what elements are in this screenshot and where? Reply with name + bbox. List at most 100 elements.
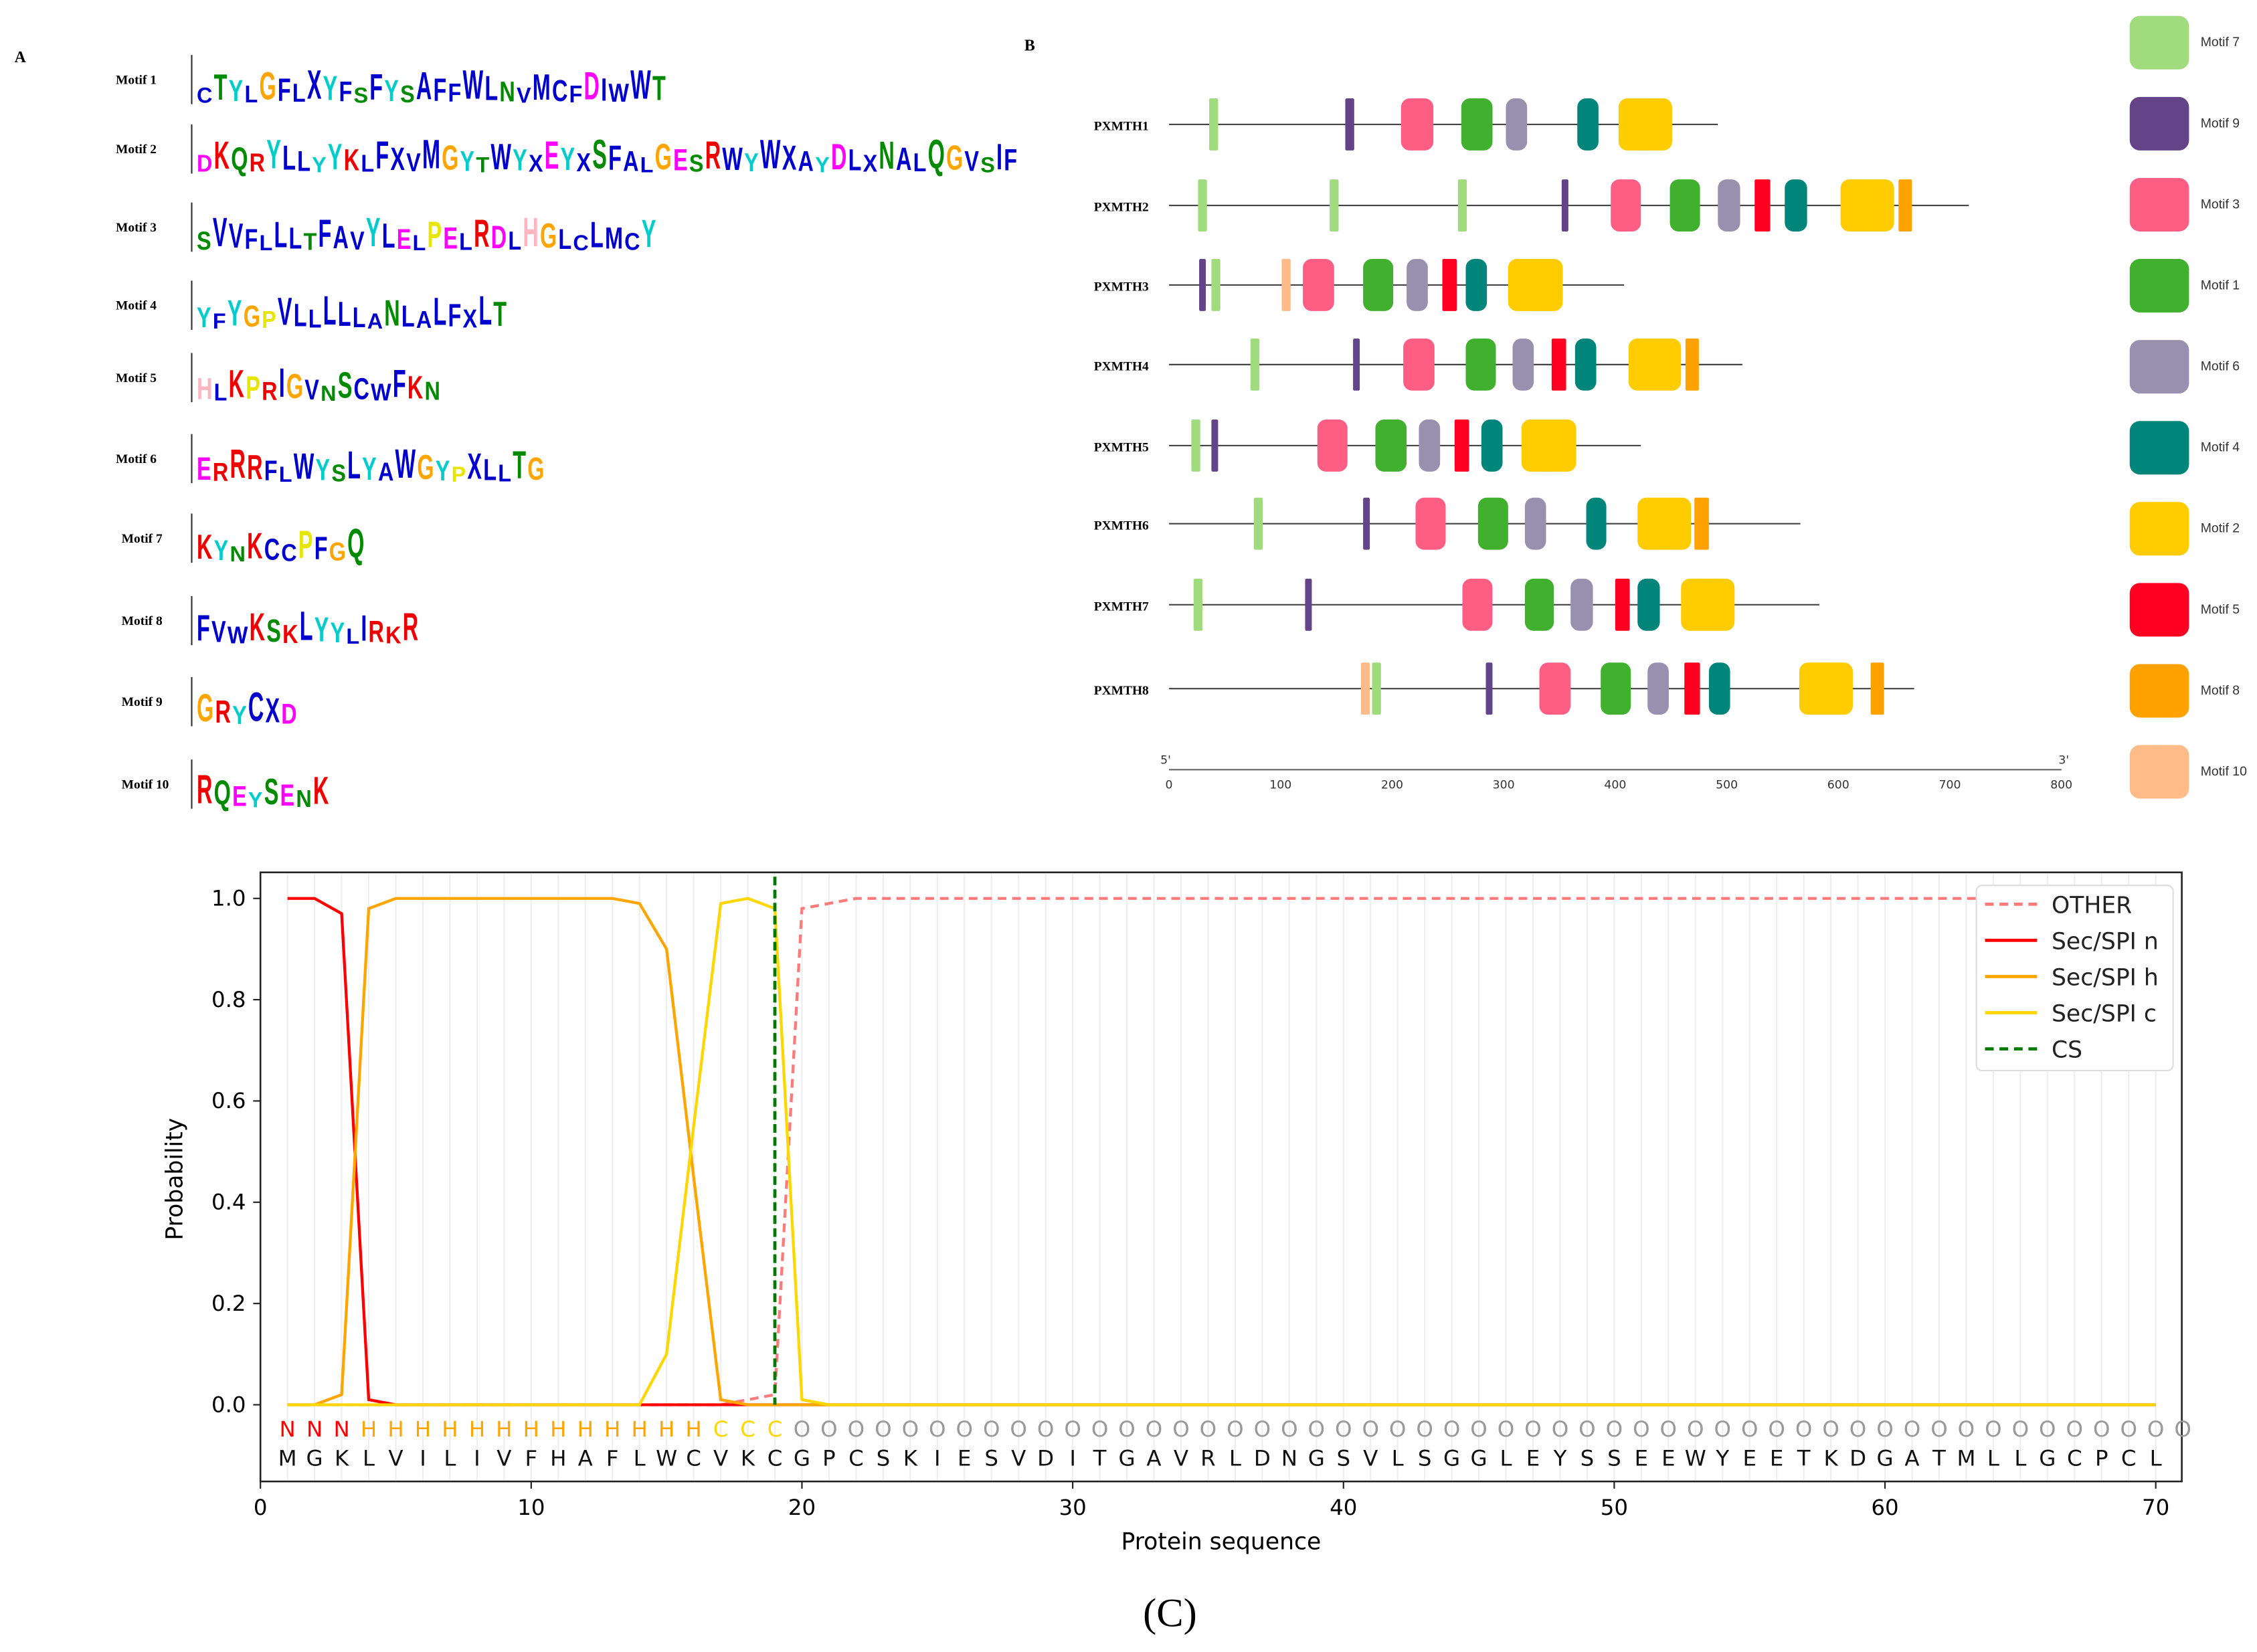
logo-letter: Y: [312, 153, 327, 178]
logo-letter: V: [212, 210, 228, 258]
logo-letter: F: [448, 79, 462, 109]
motif-block: [1407, 259, 1428, 311]
region-label: H: [361, 1416, 377, 1442]
region-label: H: [415, 1416, 431, 1442]
motif-block: [1442, 259, 1457, 311]
region-label: O: [2039, 1416, 2056, 1442]
logo-letter: C: [264, 533, 280, 568]
region-label: O: [1254, 1416, 1271, 1442]
motif-block: [1375, 420, 1407, 472]
logo-letter: I: [278, 361, 285, 408]
y-axis-label: Probability: [161, 1118, 188, 1241]
logo-letter: Y: [327, 136, 343, 179]
region-label: O: [1524, 1416, 1542, 1442]
residue-label: L: [634, 1445, 646, 1471]
region-label: O: [794, 1416, 811, 1442]
region-label: O: [848, 1416, 865, 1442]
logo-letter: K: [407, 370, 424, 407]
logo-letter: F: [433, 72, 447, 110]
residue-label: T: [1932, 1445, 1946, 1471]
region-label: H: [577, 1416, 594, 1442]
logo-letter: C: [573, 231, 589, 256]
logo-letter: G: [286, 368, 304, 407]
logo-letter: R: [474, 213, 490, 258]
y-tick-label: 0.2: [211, 1291, 246, 1316]
logo-letter: Q: [213, 774, 231, 814]
motif-block: [1401, 98, 1434, 151]
logo-letter: E: [544, 134, 559, 179]
logo-bits-axis: [185, 280, 193, 330]
motif-block: [1461, 98, 1493, 151]
logo-letter: C: [281, 540, 297, 567]
chart-legend: OTHER Sec/SPI n Sec/SPI h Sec/SPI c CS: [1975, 885, 2174, 1072]
protein-name: PXMTH6: [1094, 519, 1149, 533]
motif-block: [1570, 578, 1593, 631]
logo-letter: L: [381, 217, 395, 258]
logo-letter: N: [424, 377, 440, 407]
motif-block: [1281, 259, 1291, 311]
logo-letter: G: [654, 136, 672, 179]
residue-label: V: [713, 1445, 728, 1471]
scale-end-label: 3': [2058, 754, 2069, 767]
logo-letter: L: [347, 444, 361, 489]
logo-letter: A: [333, 219, 349, 257]
x-tick-label: 60: [1871, 1495, 1898, 1520]
residue-label: C: [768, 1445, 783, 1471]
motif-block: [1561, 179, 1568, 232]
motif-block: [1685, 338, 1699, 391]
motif-logo-name: Motif 8: [121, 613, 163, 628]
logo-letter: G: [417, 449, 434, 488]
x-tick-label: 40: [1330, 1495, 1357, 1520]
logo-letter: R: [705, 134, 721, 179]
residue-label: C: [2121, 1445, 2137, 1471]
logo-letter: R: [212, 458, 229, 488]
residue-label: P: [822, 1445, 836, 1471]
protein-row: PXMTH4: [1094, 338, 1742, 391]
motif-block: [1481, 420, 1503, 472]
residue-label: G: [794, 1445, 810, 1471]
region-label: N: [333, 1416, 349, 1442]
residue-label: S: [1336, 1445, 1350, 1471]
motif-block: [1360, 662, 1370, 715]
residue-label: F: [525, 1445, 538, 1471]
motif-block: [1193, 578, 1203, 631]
region-label: O: [1768, 1416, 1785, 1442]
logo-letter: V: [516, 84, 531, 109]
motif-block: [1363, 259, 1394, 311]
region-label: O: [2093, 1416, 2110, 1442]
protein-row: PXMTH5: [1094, 420, 1641, 472]
logo-letter: F: [375, 134, 389, 179]
logo-letter: L: [478, 288, 492, 336]
region-label: O: [1443, 1416, 1461, 1442]
residue-label: T: [1093, 1445, 1107, 1471]
logo-letter: L: [913, 149, 927, 179]
motif-logo-name: Motif 1: [115, 72, 157, 87]
residue-label: V: [1363, 1445, 1378, 1471]
motif-block: [1539, 662, 1571, 715]
region-label: H: [442, 1416, 458, 1442]
logo-letter: F: [197, 608, 210, 651]
logo-letter: A: [377, 458, 394, 488]
logo-letter: K: [213, 134, 230, 179]
logo-letter: N: [321, 381, 337, 407]
motif-block: [1574, 338, 1597, 391]
region-label: O: [2147, 1416, 2165, 1442]
logo-letter: L: [297, 146, 310, 179]
region-label: O: [1146, 1416, 1163, 1442]
logo-letter: N: [879, 134, 895, 179]
legend-label: Sec/SPI c: [2052, 1001, 2157, 1028]
region-label: N: [306, 1416, 323, 1442]
legend-label: Motif 5: [2200, 602, 2240, 617]
region-label: H: [550, 1416, 566, 1442]
residue-label: E: [1770, 1445, 1784, 1471]
logo-letter: L: [848, 144, 862, 179]
residue-label: L: [1500, 1445, 1512, 1471]
logo-letter: W: [722, 141, 743, 179]
logo-letter: Y: [314, 611, 329, 651]
motif-block: [1198, 179, 1207, 232]
